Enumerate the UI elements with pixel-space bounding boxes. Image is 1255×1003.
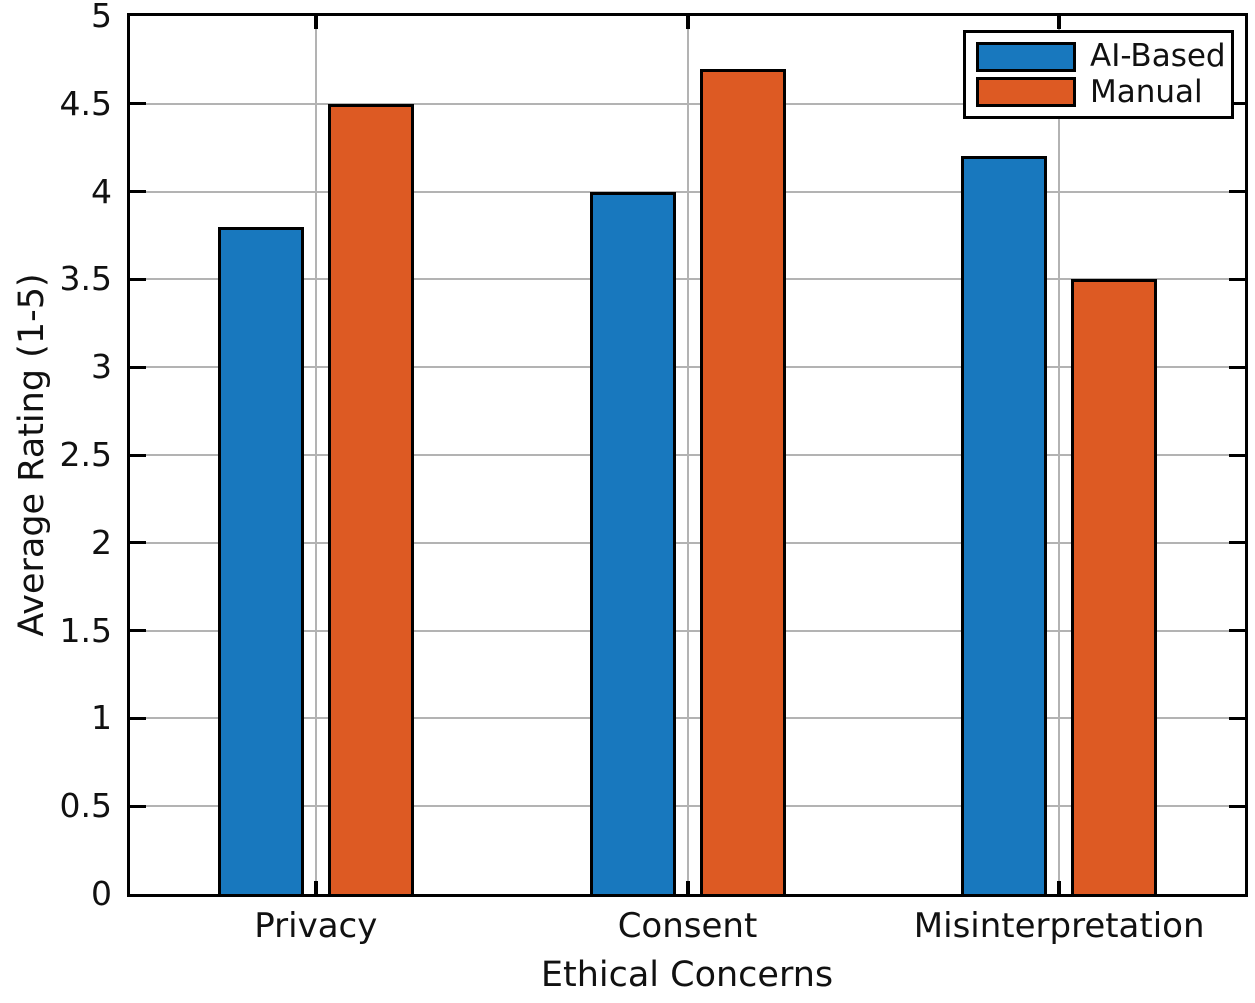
legend-label: Manual: [1090, 73, 1203, 110]
bar-ai-based-misinterpretation: [961, 156, 1048, 894]
y-tick-left: [130, 804, 146, 808]
legend-entry: Manual: [976, 73, 1221, 110]
y-tick-label: 2.5: [59, 434, 112, 474]
y-tick-right: [1229, 541, 1245, 545]
y-tick-left: [130, 102, 146, 106]
x-tick-bottom: [685, 881, 690, 894]
bar-manual-privacy: [327, 103, 414, 894]
y-tick-right: [1229, 277, 1245, 281]
y-tick-right: [1229, 716, 1245, 720]
v-gridline: [1058, 16, 1061, 894]
y-tick-right: [1229, 629, 1245, 633]
x-tick-label: Misinterpretation: [913, 906, 1205, 946]
y-tick-right: [1229, 102, 1245, 106]
x-tick-top: [313, 16, 318, 29]
x-tick-label: Privacy: [254, 906, 378, 946]
plot-area: [127, 13, 1248, 897]
legend-entry: AI-Based: [976, 41, 1226, 72]
y-tick-label: 4.5: [59, 83, 112, 123]
y-tick-label: 1: [91, 698, 112, 738]
y-tick-label: 5: [91, 0, 112, 35]
y-tick-label: 2: [91, 522, 112, 562]
y-axis-label: Average Rating (1-5): [11, 273, 52, 637]
y-tick-right: [1229, 190, 1245, 194]
y-tick-left: [130, 453, 146, 457]
y-tick-right: [1229, 804, 1245, 808]
y-tick-left: [130, 365, 146, 369]
v-gridline: [686, 16, 689, 894]
y-tick-label: 3.5: [59, 259, 112, 299]
y-tick-left: [130, 629, 146, 633]
y-tick-label: 0.5: [59, 786, 112, 826]
y-tick-label: 1.5: [59, 610, 112, 650]
x-tick-label: Consent: [617, 906, 758, 946]
y-tick-label: 3: [91, 347, 112, 387]
y-tick-left: [130, 541, 146, 545]
y-tick-label: 4: [91, 171, 112, 211]
bar-ai-based-privacy: [217, 226, 304, 894]
bar-ai-based-consent: [589, 191, 676, 894]
bar-manual-consent: [699, 68, 786, 894]
legend-label: AI-Based: [1090, 38, 1226, 75]
x-tick-bottom: [1057, 881, 1062, 894]
legend-swatch-manual: [976, 77, 1076, 108]
v-gridline: [314, 16, 317, 894]
x-tick-top: [685, 16, 690, 29]
y-tick-right: [1229, 365, 1245, 369]
y-tick-left: [130, 277, 146, 281]
x-tick-top: [1057, 16, 1062, 29]
y-tick-left: [130, 190, 146, 194]
x-axis-label: Ethical Concerns: [540, 955, 834, 995]
legend-swatch-ai-based: [976, 41, 1076, 72]
y-tick-left: [130, 716, 146, 720]
y-tick-label: 0: [91, 873, 112, 913]
legend: AI-Based Manual: [963, 30, 1234, 119]
bar-manual-misinterpretation: [1071, 279, 1158, 894]
x-tick-bottom: [313, 881, 318, 894]
y-tick-right: [1229, 453, 1245, 457]
